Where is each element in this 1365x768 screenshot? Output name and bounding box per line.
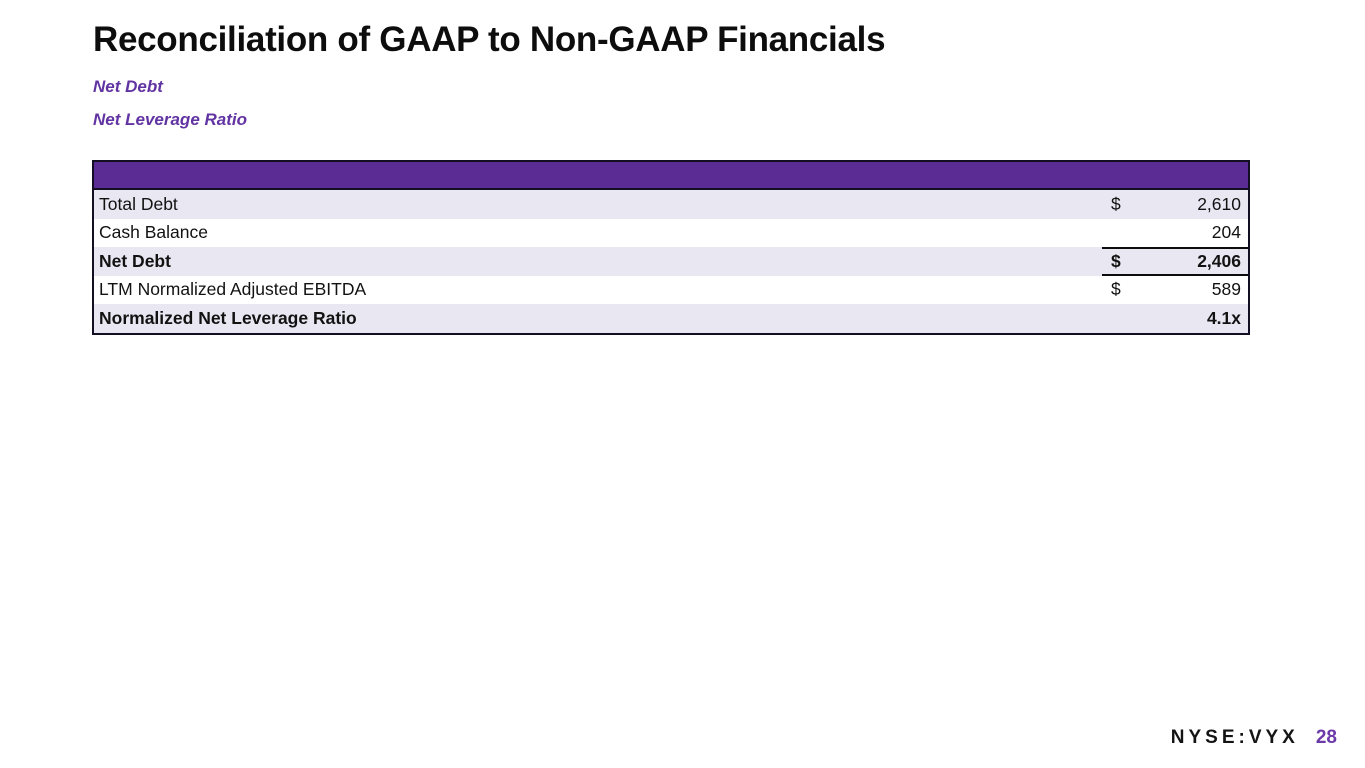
table-row-total-debt: Total Debt $ 2,610 [94,190,1248,219]
table-row-normalized-net-leverage-ratio: Normalized Net Leverage Ratio 4.1x [94,304,1248,333]
row-value: 2,610 [1197,193,1241,214]
row-value-cell: $ 2,610 [1102,190,1248,219]
row-value-cell: 4.1x [1102,304,1248,333]
row-value: 4.1x [1206,307,1241,328]
subtitle-net-debt: Net Debt [93,77,163,96]
subtitle-net-leverage-ratio: Net Leverage Ratio [93,110,247,129]
row-value-cell: 204 [1102,219,1248,248]
row-value: 589 [1211,279,1241,300]
row-label: Total Debt [99,193,178,214]
row-value: 204 [1211,222,1241,243]
table-row-net-debt: Net Debt $ 2,406 [94,247,1248,276]
row-value-cell: $ 589 [1102,276,1248,305]
table-row-cash-balance: Cash Balance 204 [94,219,1248,248]
reconciliation-table: Total Debt $ 2,610 Cash Balance 204 Net … [92,160,1250,335]
currency-symbol: $ [1111,193,1121,214]
slide-footer: NYSE:VYX 28 [1171,727,1337,749]
table-header-row [94,162,1248,190]
row-label: Normalized Net Leverage Ratio [99,307,357,328]
page-number: 28 [1315,727,1337,748]
row-label: Net Debt [99,250,171,271]
currency-symbol: $ [1111,250,1121,271]
row-value-cell: $ 2,406 [1102,247,1248,276]
stock-ticker: NYSE:VYX [1170,727,1299,748]
row-label: LTM Normalized Adjusted EBITDA [99,279,367,300]
row-value: 2,406 [1197,250,1241,271]
row-label: Cash Balance [99,222,208,243]
table-row-ltm-normalized-adjusted-ebitda: LTM Normalized Adjusted EBITDA $ 589 [94,276,1248,305]
page-title: Reconciliation of GAAP to Non-GAAP Finan… [93,20,886,59]
currency-symbol: $ [1111,279,1121,300]
